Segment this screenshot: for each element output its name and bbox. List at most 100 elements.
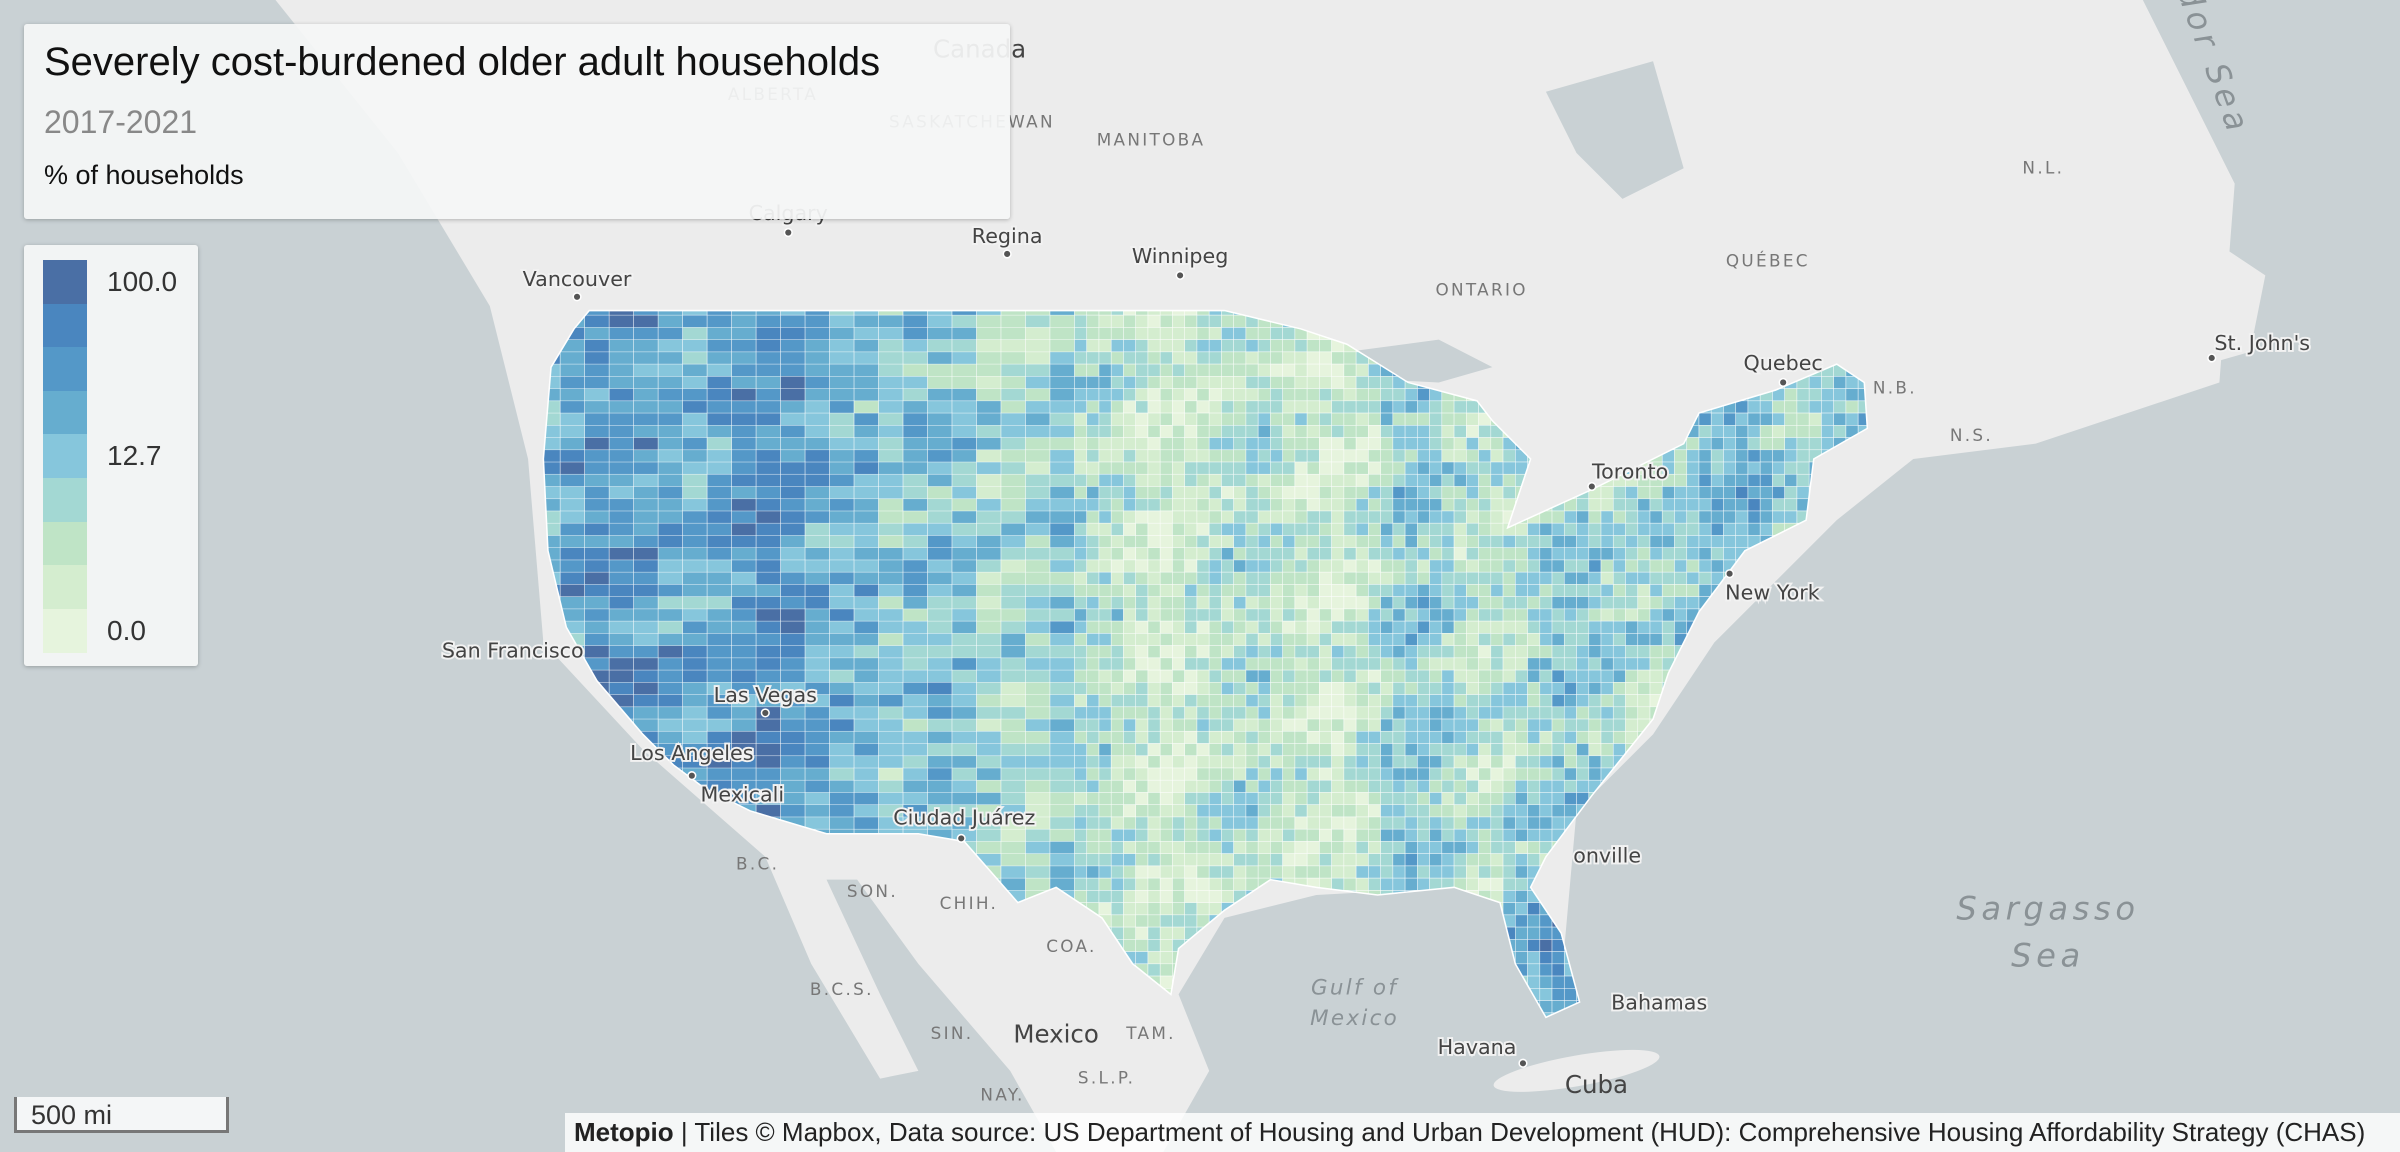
county bbox=[1294, 633, 1308, 646]
county bbox=[1698, 939, 1712, 952]
county bbox=[1294, 706, 1308, 720]
county bbox=[1257, 510, 1271, 524]
county bbox=[1808, 963, 1822, 977]
county bbox=[1233, 596, 1247, 610]
county bbox=[731, 877, 757, 900]
county bbox=[1576, 767, 1590, 781]
county bbox=[559, 987, 585, 1011]
county bbox=[1221, 657, 1234, 671]
county bbox=[1159, 449, 1173, 463]
county bbox=[1870, 548, 1882, 560]
county bbox=[1343, 535, 1357, 549]
county bbox=[1478, 743, 1492, 757]
county bbox=[1478, 767, 1492, 781]
county bbox=[1466, 718, 1479, 732]
county bbox=[657, 987, 683, 1011]
county bbox=[1147, 682, 1161, 695]
county bbox=[1331, 755, 1345, 769]
county bbox=[1355, 669, 1369, 683]
county bbox=[1674, 461, 1688, 475]
county bbox=[1588, 522, 1602, 536]
county bbox=[1123, 730, 1137, 744]
county bbox=[1172, 461, 1185, 475]
county bbox=[543, 853, 561, 876]
county bbox=[584, 853, 610, 876]
county bbox=[1208, 730, 1222, 744]
county bbox=[1649, 865, 1663, 879]
county bbox=[1074, 437, 1088, 451]
county bbox=[1331, 571, 1345, 585]
county bbox=[1870, 560, 1882, 572]
county bbox=[1796, 902, 1810, 916]
county bbox=[1343, 743, 1357, 757]
county bbox=[1172, 657, 1185, 671]
county bbox=[1612, 547, 1626, 561]
county bbox=[657, 828, 683, 851]
county bbox=[1147, 828, 1161, 842]
county bbox=[1515, 584, 1528, 597]
county bbox=[1612, 559, 1626, 573]
county bbox=[1796, 620, 1810, 634]
county bbox=[1845, 779, 1859, 793]
county bbox=[1074, 486, 1088, 500]
county bbox=[1796, 669, 1810, 683]
county bbox=[1857, 865, 1868, 879]
county bbox=[1270, 535, 1283, 549]
county bbox=[1674, 706, 1688, 720]
county bbox=[633, 926, 659, 949]
county bbox=[1686, 473, 1700, 487]
county bbox=[1147, 498, 1161, 512]
county bbox=[543, 669, 561, 692]
county bbox=[1674, 596, 1688, 610]
county bbox=[1123, 314, 1137, 328]
county bbox=[1294, 767, 1308, 781]
county bbox=[1527, 620, 1541, 634]
county bbox=[1392, 865, 1406, 879]
county bbox=[608, 902, 634, 925]
county bbox=[1759, 425, 1773, 438]
county bbox=[1821, 669, 1834, 683]
county bbox=[1282, 804, 1296, 818]
county bbox=[1221, 339, 1234, 353]
county bbox=[1698, 841, 1712, 854]
county bbox=[1306, 400, 1320, 414]
county bbox=[1845, 584, 1859, 597]
county bbox=[1184, 755, 1198, 769]
county bbox=[1735, 522, 1749, 536]
county bbox=[1429, 865, 1443, 879]
county bbox=[1098, 510, 1112, 524]
county bbox=[1637, 633, 1651, 646]
county bbox=[1147, 730, 1161, 744]
county bbox=[1649, 779, 1663, 793]
county bbox=[1319, 926, 1332, 940]
county bbox=[1196, 987, 1210, 1001]
county bbox=[1784, 682, 1798, 695]
county bbox=[1319, 498, 1332, 512]
county bbox=[1490, 596, 1504, 610]
county bbox=[1845, 620, 1859, 634]
county bbox=[1221, 926, 1234, 940]
county bbox=[1184, 877, 1198, 891]
county bbox=[1502, 694, 1516, 708]
county bbox=[1821, 975, 1834, 989]
county bbox=[1404, 388, 1418, 402]
county bbox=[1135, 571, 1149, 585]
county bbox=[1625, 816, 1639, 830]
county bbox=[1674, 498, 1688, 512]
county bbox=[1821, 694, 1834, 708]
county bbox=[1331, 608, 1345, 622]
county bbox=[1245, 669, 1259, 683]
county bbox=[1380, 902, 1394, 916]
county bbox=[1368, 425, 1381, 438]
county bbox=[1208, 804, 1222, 818]
county bbox=[1331, 522, 1345, 536]
county bbox=[1515, 645, 1528, 659]
county bbox=[1698, 718, 1712, 732]
county bbox=[1441, 522, 1455, 536]
county bbox=[1600, 730, 1614, 744]
county bbox=[1098, 767, 1112, 781]
county bbox=[1404, 877, 1418, 891]
county bbox=[1723, 669, 1737, 683]
county bbox=[608, 828, 634, 851]
